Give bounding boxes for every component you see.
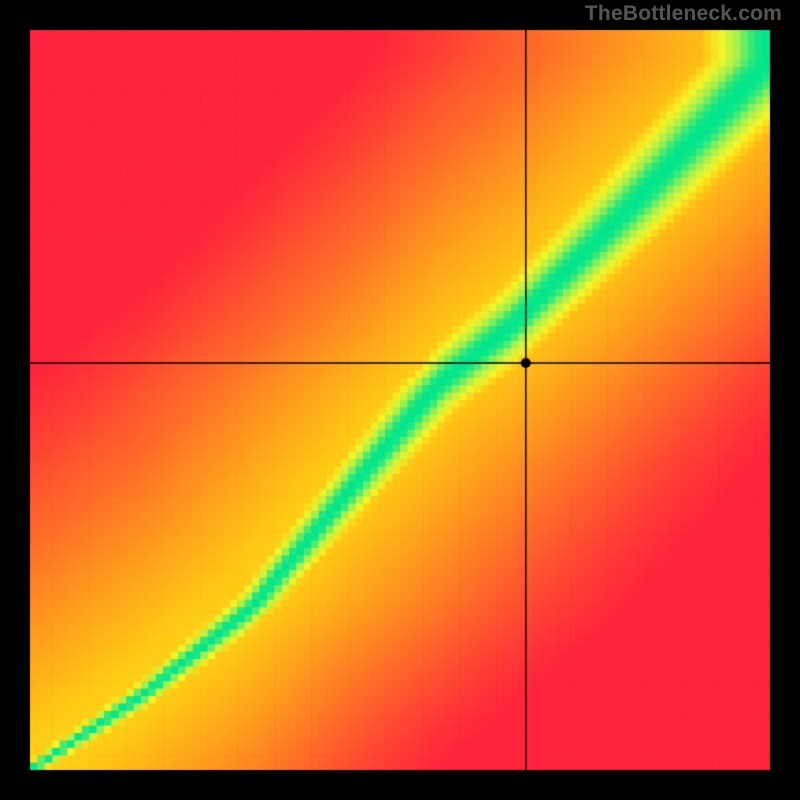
chart-container: TheBottleneck.com xyxy=(0,0,800,800)
heatmap-canvas xyxy=(0,0,800,800)
watermark-text: TheBottleneck.com xyxy=(585,2,782,26)
